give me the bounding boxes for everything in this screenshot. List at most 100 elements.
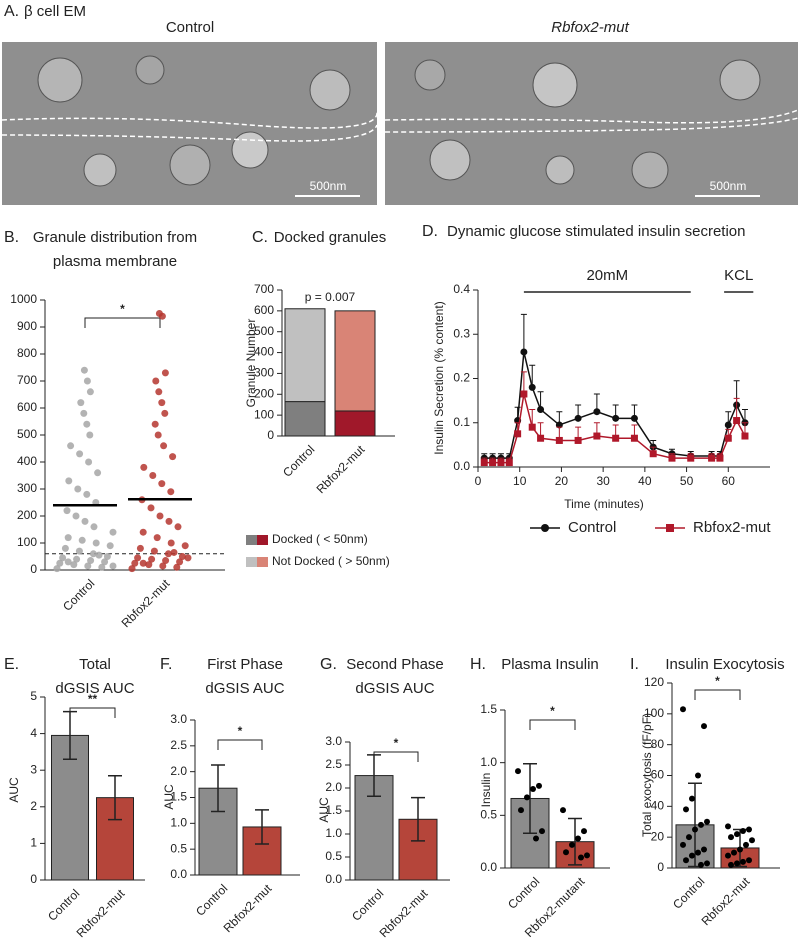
annotation: p = 0.007 bbox=[305, 290, 356, 304]
data-point bbox=[131, 559, 139, 567]
y-tick-label: 1.0 bbox=[325, 826, 342, 840]
data-point bbox=[574, 436, 582, 444]
y-tick-label: 4 bbox=[30, 726, 37, 740]
data-point bbox=[630, 434, 638, 442]
x-tick-label: Rbfox2-mut bbox=[74, 886, 128, 940]
y-tick-label: 700 bbox=[254, 282, 274, 296]
data-point bbox=[155, 388, 163, 396]
legend-label: Rbfox2-mut bbox=[693, 519, 771, 536]
y-tick-label: 500 bbox=[254, 324, 274, 338]
panel-label: G. bbox=[320, 656, 337, 673]
data-point bbox=[81, 517, 89, 525]
significance: * bbox=[715, 674, 720, 688]
significance: ** bbox=[88, 692, 98, 706]
y-axis-label: AUC bbox=[7, 777, 21, 803]
y-axis-label: Total exocytosis (fF/pF) bbox=[640, 713, 654, 837]
error-bar bbox=[108, 774, 122, 821]
data-point bbox=[78, 536, 86, 544]
data-point bbox=[109, 528, 117, 536]
data-point bbox=[56, 559, 64, 567]
y-tick-label: 0.2 bbox=[453, 371, 470, 385]
data-point bbox=[148, 555, 156, 563]
panel-label: C. bbox=[252, 229, 268, 246]
data-point bbox=[578, 854, 584, 861]
y-tick-label: 0 bbox=[30, 562, 37, 576]
data-point bbox=[612, 434, 620, 442]
data-point bbox=[154, 431, 162, 439]
data-point bbox=[612, 414, 620, 422]
data-point bbox=[128, 565, 136, 573]
data-point bbox=[740, 858, 746, 865]
data-point bbox=[574, 414, 582, 422]
x-tick-label: 40 bbox=[638, 474, 652, 488]
data-point bbox=[167, 539, 175, 547]
data-point bbox=[740, 828, 746, 834]
error-bar bbox=[529, 364, 536, 388]
x-tick-label: Rbfox2-mut bbox=[221, 881, 275, 935]
data-point bbox=[75, 547, 83, 555]
data-point bbox=[165, 517, 173, 525]
y-axis-label: AUC bbox=[162, 784, 176, 810]
error-bar bbox=[255, 809, 269, 845]
bar-segment bbox=[284, 308, 326, 403]
data-point bbox=[156, 512, 164, 520]
data-point bbox=[150, 547, 158, 555]
y-axis-label: AUC bbox=[317, 797, 331, 823]
data-point bbox=[520, 390, 528, 398]
y-tick-label: 400 bbox=[254, 345, 274, 359]
data-point bbox=[680, 706, 686, 713]
data-point bbox=[153, 534, 161, 542]
data-point bbox=[53, 565, 61, 573]
chart-title: dGSIS AUC bbox=[355, 680, 434, 697]
legend-swatch bbox=[246, 557, 257, 567]
y-tick-label: 300 bbox=[254, 366, 274, 380]
data-point bbox=[63, 507, 71, 515]
significance-bracket bbox=[529, 719, 576, 730]
data-point bbox=[152, 377, 160, 385]
data-point bbox=[575, 835, 581, 842]
data-point bbox=[151, 420, 159, 428]
error-bar bbox=[367, 754, 381, 798]
data-point bbox=[136, 544, 144, 552]
scale-bar-label: 500nm bbox=[710, 179, 747, 193]
data-point bbox=[140, 463, 148, 471]
data-point bbox=[72, 512, 80, 520]
panel-label: B. bbox=[4, 229, 19, 246]
data-point bbox=[169, 453, 177, 461]
x-tick-label: Rbfox2-mut bbox=[377, 886, 431, 940]
period-label: KCL bbox=[724, 267, 753, 284]
data-point bbox=[139, 528, 147, 536]
data-point bbox=[86, 431, 94, 439]
data-point bbox=[649, 450, 657, 458]
data-point bbox=[701, 723, 707, 730]
legend-label: Control bbox=[568, 519, 616, 536]
bar-segment bbox=[284, 401, 326, 437]
error-bar bbox=[63, 710, 77, 760]
chart-title: First Phase bbox=[207, 656, 283, 673]
y-tick-label: 2.5 bbox=[325, 757, 342, 771]
data-point bbox=[489, 459, 497, 467]
y-tick-label: 3.0 bbox=[170, 712, 187, 726]
data-point bbox=[680, 841, 686, 848]
y-tick-label: 0.0 bbox=[325, 872, 342, 886]
em-image bbox=[384, 42, 799, 205]
y-tick-label: 200 bbox=[17, 508, 37, 522]
data-point bbox=[145, 561, 153, 569]
legend-label: Not Docked ( > 50nm) bbox=[272, 554, 390, 568]
data-point bbox=[83, 377, 91, 385]
y-tick-label: 1.0 bbox=[480, 755, 497, 769]
y-tick-label: 100 bbox=[17, 535, 37, 549]
data-point bbox=[174, 523, 182, 531]
x-tick-label: 50 bbox=[680, 474, 694, 488]
data-point bbox=[80, 409, 88, 417]
data-point bbox=[85, 458, 93, 466]
y-tick-label: 0 bbox=[30, 872, 37, 886]
data-point bbox=[528, 423, 536, 431]
chart-title: Dynamic glucose stimulated insulin secre… bbox=[447, 223, 745, 240]
y-axis-label: Granule Number bbox=[244, 319, 258, 408]
y-tick-label: 0.0 bbox=[170, 867, 187, 881]
data-point bbox=[749, 837, 755, 844]
y-tick-label: 0 bbox=[657, 860, 664, 874]
em-image bbox=[1, 42, 378, 205]
data-point bbox=[170, 548, 178, 556]
